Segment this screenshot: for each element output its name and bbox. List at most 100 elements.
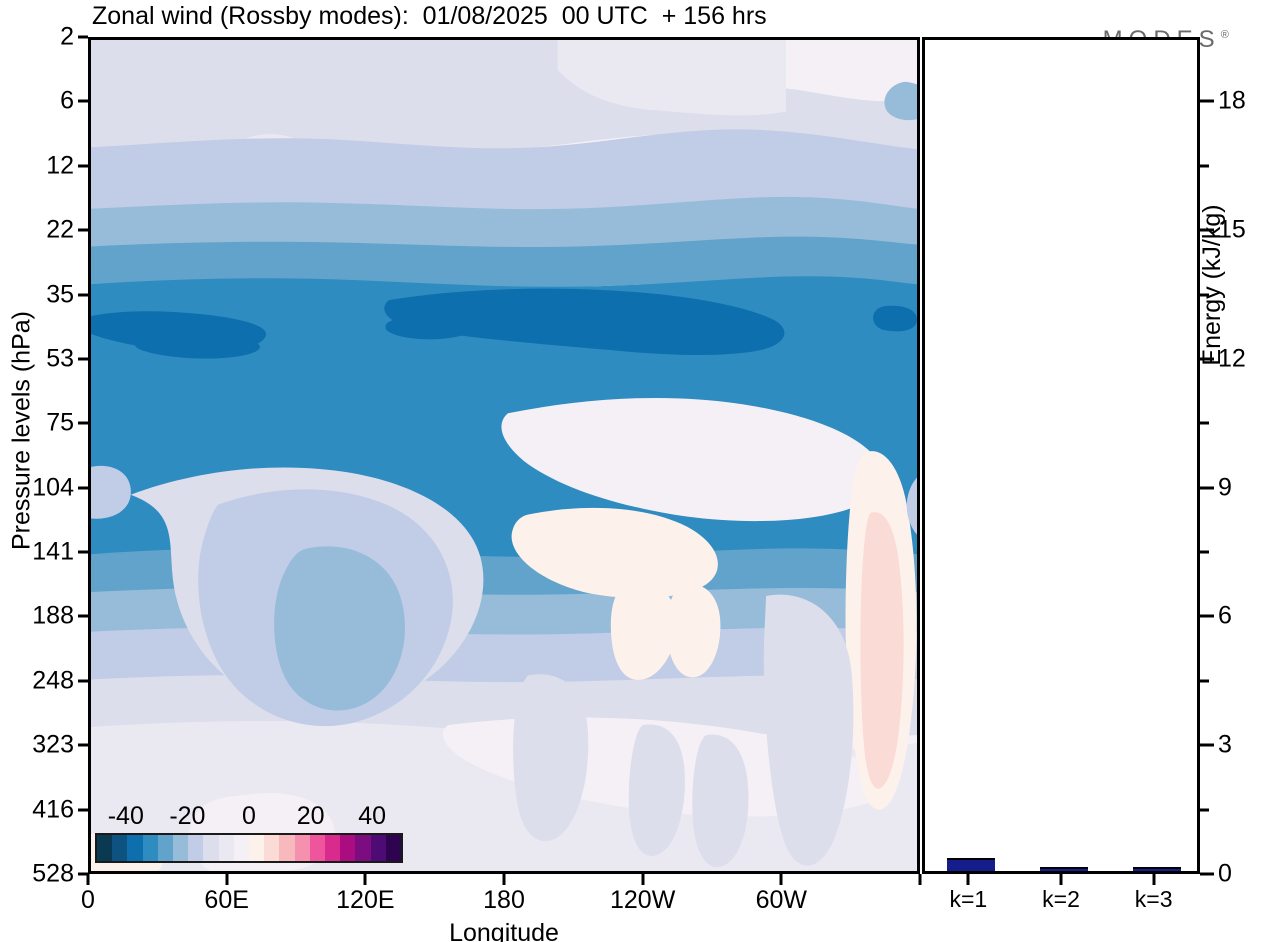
wavenumber-tick-mark bbox=[966, 874, 970, 885]
colorbar-swatch bbox=[309, 835, 326, 861]
colorbar-swatch bbox=[355, 835, 371, 861]
energy-tick-mark bbox=[1200, 228, 1214, 232]
colorbar-swatch bbox=[218, 835, 234, 861]
pressure-tick-mark bbox=[78, 421, 88, 425]
longitude-tick-label: 180 bbox=[483, 886, 525, 914]
pressure-tick-mark bbox=[78, 357, 88, 361]
energy-bar-chart bbox=[922, 37, 1200, 874]
longitude-tick-mark bbox=[779, 874, 783, 885]
pressure-tick-mark bbox=[78, 99, 88, 103]
colorbar-swatch bbox=[325, 835, 341, 861]
page-title: Zonal wind (Rossby modes): 01/08/2025 00… bbox=[92, 2, 767, 30]
colorbar-swatch bbox=[385, 835, 402, 861]
wavenumber-tick-label: k=3 bbox=[1134, 886, 1173, 912]
colorbar-swatch bbox=[157, 835, 174, 861]
pressure-axis: 2 6 12 22 35 53 75 104 141 188 248 323 416 528 bbox=[0, 23, 88, 888]
pressure-tick-mark bbox=[78, 872, 88, 876]
pressure-tick-mark bbox=[78, 679, 88, 683]
energy-tick-label: 15 bbox=[1218, 215, 1246, 244]
energy-tick-mark bbox=[1200, 743, 1214, 747]
longitude-tick-label: 60E bbox=[204, 886, 249, 914]
colorbar-strip bbox=[95, 833, 403, 863]
pressure-tick-mark bbox=[78, 228, 88, 232]
energy-minor-tick-mark bbox=[1200, 164, 1209, 168]
pressure-tick-label: 104 bbox=[32, 473, 74, 502]
pressure-tick-label: 141 bbox=[32, 537, 74, 566]
longitude-axis-label: Longitude bbox=[449, 919, 559, 942]
colorbar-swatch bbox=[294, 835, 310, 861]
energy-axis-label: Energy (kJ/kg) bbox=[1198, 204, 1226, 366]
energy-tick-mark bbox=[1200, 357, 1214, 361]
pressure-tick-mark bbox=[78, 486, 88, 490]
longitude-tick-label: 120W bbox=[610, 886, 676, 914]
energy-tick-mark bbox=[1200, 872, 1214, 876]
longitude-tick-mark bbox=[86, 874, 90, 885]
energy-tick-label: 12 bbox=[1218, 344, 1246, 373]
colorbar-swatch bbox=[264, 835, 280, 861]
pressure-tick-label: 416 bbox=[32, 795, 74, 824]
colorbar-tick-label: 20 bbox=[296, 802, 325, 830]
energy-axis: 0 3 6 9 12 15 18 bbox=[1200, 37, 1280, 888]
pressure-tick-mark bbox=[78, 35, 88, 39]
pressure-tick-mark bbox=[78, 743, 88, 747]
colorbar-tick-label: -20 bbox=[169, 802, 206, 830]
pressure-tick-mark bbox=[78, 164, 88, 168]
colorbar-swatch bbox=[188, 835, 204, 861]
pressure-tick-mark bbox=[78, 550, 88, 554]
pressure-tick-mark bbox=[78, 808, 88, 812]
energy-tick-label: 3 bbox=[1218, 730, 1232, 759]
energy-tick-label: 9 bbox=[1218, 473, 1232, 502]
pressure-tick-label: 22 bbox=[46, 215, 74, 244]
longitude-tick-mark bbox=[225, 874, 229, 885]
energy-tick-label: 0 bbox=[1218, 859, 1232, 888]
longitude-tick-mark bbox=[363, 874, 367, 885]
zonal-wind-contour-plot: -40 -20 0 20 40 bbox=[88, 37, 920, 874]
energy-minor-tick-mark bbox=[1200, 679, 1209, 683]
energy-minor-tick-mark bbox=[1200, 421, 1209, 425]
longitude-tick-label: 0 bbox=[81, 886, 95, 914]
colorbar-tick-label: 40 bbox=[358, 802, 387, 830]
colorbar-swatch bbox=[173, 835, 189, 861]
energy-minor-tick-mark bbox=[1200, 808, 1209, 812]
longitude-tick-label: 120E bbox=[336, 886, 395, 914]
pressure-tick-label: 12 bbox=[46, 151, 74, 180]
longitude-axis: Longitude 0 60E 120E 180 120W 60W bbox=[81, 874, 922, 942]
longitude-tick-mark bbox=[918, 874, 922, 885]
pressure-tick-label: 6 bbox=[60, 86, 74, 115]
colorbar-tick-label: -40 bbox=[107, 802, 144, 830]
energy-tick-label: 6 bbox=[1218, 601, 1232, 630]
contour-field bbox=[91, 40, 917, 871]
pressure-tick-label: 323 bbox=[32, 730, 74, 759]
colorbar-swatch bbox=[97, 835, 113, 861]
longitude-tick-mark bbox=[641, 874, 645, 885]
pressure-tick-label: 188 bbox=[32, 601, 74, 630]
colorbar: -40 -20 0 20 40 bbox=[95, 802, 403, 863]
pressure-axis-label: Pressure levels (hPa) bbox=[7, 311, 36, 550]
wavenumber-tick-label: k=2 bbox=[1042, 886, 1080, 912]
colorbar-swatch bbox=[340, 835, 356, 861]
pressure-tick-label: 528 bbox=[32, 859, 74, 888]
pressure-tick-label: 35 bbox=[46, 280, 74, 309]
colorbar-swatch bbox=[279, 835, 295, 861]
wavenumber-tick-mark bbox=[1059, 874, 1063, 885]
colorbar-swatch bbox=[203, 835, 219, 861]
longitude-tick-mark bbox=[502, 874, 506, 885]
energy-bar bbox=[1132, 867, 1181, 871]
colorbar-swatch bbox=[249, 835, 265, 861]
energy-tick-label: 18 bbox=[1218, 86, 1246, 115]
longitude-tick-label: 60W bbox=[755, 886, 808, 914]
pressure-tick-mark bbox=[78, 293, 88, 297]
pressure-tick-mark bbox=[78, 614, 88, 618]
colorbar-tick-label: 0 bbox=[242, 802, 256, 830]
wavenumber-tick-mark bbox=[1152, 874, 1156, 885]
pressure-tick-label: 248 bbox=[32, 666, 74, 695]
energy-tick-mark bbox=[1200, 99, 1214, 103]
registered-mark-icon: ® bbox=[1220, 29, 1229, 41]
colorbar-swatch bbox=[370, 835, 386, 861]
colorbar-swatch bbox=[142, 835, 158, 861]
energy-tick-mark bbox=[1200, 614, 1214, 618]
pressure-tick-label: 75 bbox=[46, 408, 74, 437]
energy-tick-mark bbox=[1200, 486, 1214, 490]
colorbar-swatch bbox=[127, 835, 143, 861]
